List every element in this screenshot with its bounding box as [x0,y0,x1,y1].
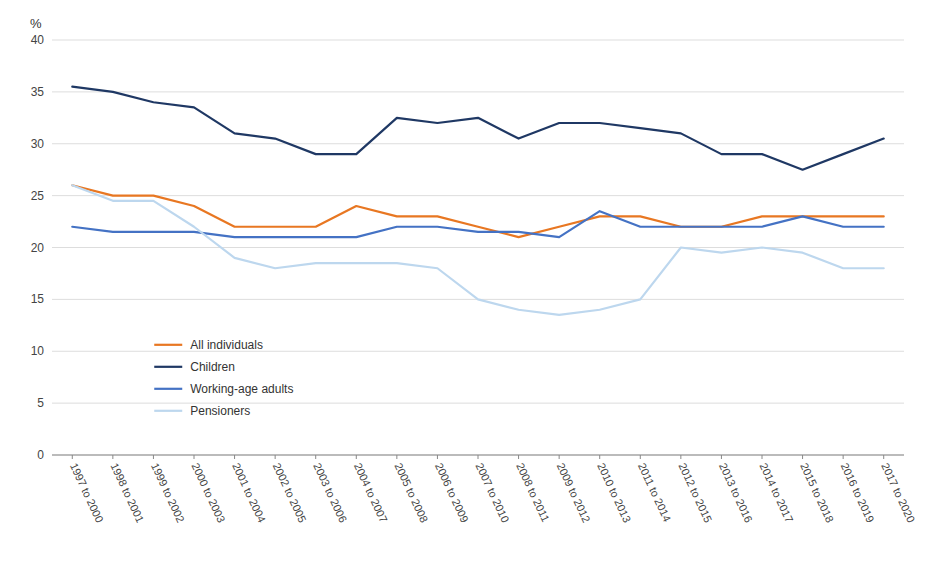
series-line [72,211,883,237]
grid-line [52,403,904,404]
y-axis-label: % [30,16,42,31]
x-tick [194,455,195,459]
y-tick-label: 25 [31,189,45,203]
x-tick [802,455,803,459]
grid-line [52,40,904,41]
x-tick-label: 1998 to 2001 [108,461,146,524]
x-tick [721,455,722,459]
x-tick [640,455,641,459]
y-tick-label: 35 [31,85,45,99]
legend-swatch [154,410,182,412]
x-tick-label: 2003 to 2006 [311,461,349,524]
x-tick-label: 2004 to 2007 [352,461,390,524]
x-tick-label: 2000 to 2003 [190,461,228,524]
x-tick-label: 2012 to 2015 [676,461,714,524]
y-tick-label: 30 [31,137,45,151]
y-tick-label: 10 [31,344,45,358]
legend: All individuals Children Working-age adult… [154,338,293,418]
x-tick-label: 2010 to 2013 [595,461,633,524]
y-tick-label: 0 [37,448,44,462]
grid-line [52,247,904,248]
grid-line [52,195,904,196]
x-tick-label: 2015 to 2018 [798,461,836,524]
y-tick-label: 40 [31,33,45,47]
legend-label: Working-age adults [190,382,293,396]
x-tick-label: 2006 to 2009 [433,461,471,524]
series-line [72,87,883,170]
x-tick [680,455,681,459]
x-tick [72,455,73,459]
y-tick-label: 20 [31,241,45,255]
x-tick-label: 2002 to 2005 [271,461,309,524]
x-tick-label: 2001 to 2004 [230,461,268,524]
grid-line [52,351,904,352]
legend-swatch [154,366,182,368]
x-tick [599,455,600,459]
x-tick-label: 2005 to 2008 [392,461,430,524]
x-tick [396,455,397,459]
x-tick-label: 2011 to 2014 [636,461,674,524]
x-tick [437,455,438,459]
legend-label: Pensioners [190,404,250,418]
x-tick [356,455,357,459]
legend-label: Children [190,360,235,374]
lines [72,87,883,315]
series-line [72,185,883,315]
y-tick-label: 15 [31,292,45,306]
x-tick-label: 1999 to 2002 [149,461,187,524]
grid [52,40,904,455]
x-tick [478,455,479,459]
x-tick [112,455,113,459]
x-tick-label: 2007 to 2010 [474,461,512,524]
x-tick-label: 2008 to 2011 [514,461,552,524]
x-tick [559,455,560,459]
x-tick-label: 2017 to 2020 [879,461,917,524]
x-tick [843,455,844,459]
legend-swatch [154,388,182,390]
x-tick [153,455,154,459]
x-tick-label: 2016 to 2019 [839,461,877,524]
series-line [72,185,883,237]
chart: 0 5 10 15 20 25 30 35 40% 1997 to 20001998 to 200… [0,0,946,567]
legend-swatch [154,344,182,346]
x-tick [234,455,235,459]
x-tick [518,455,519,459]
x-tick-label: 2013 to 2016 [717,461,755,524]
grid-line [52,91,904,92]
x-tick [315,455,316,459]
grid-line [52,143,904,144]
y-tick-label: 5 [37,396,44,410]
x-tick [275,455,276,459]
x-tick [762,455,763,459]
legend-label: All individuals [190,338,263,352]
x-tick-label: 2014 to 2017 [758,461,796,524]
x-tick-label: 2009 to 2012 [555,461,593,524]
x-tick [883,455,884,459]
x-tick-label: 1997 to 2000 [68,461,106,524]
